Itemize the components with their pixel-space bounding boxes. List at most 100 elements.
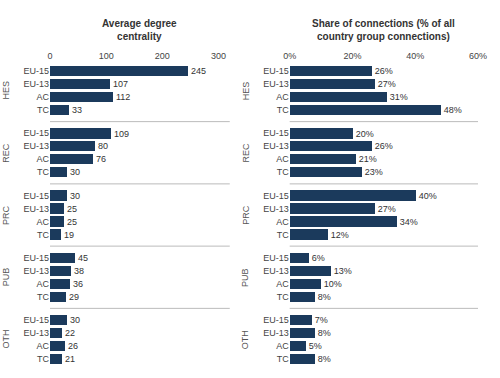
svg-text:EU-15: EU-15 xyxy=(23,66,49,76)
svg-text:PUB: PUB xyxy=(1,268,11,287)
svg-text:AC: AC xyxy=(276,341,289,351)
svg-text:Share of connections (% of all: Share of connections (% of allcountry gr… xyxy=(312,18,455,42)
svg-text:26: 26 xyxy=(68,341,78,351)
svg-text:EU-13: EU-13 xyxy=(23,328,49,338)
svg-text:TC: TC xyxy=(277,354,289,364)
svg-text:36: 36 xyxy=(73,279,83,289)
svg-text:REC: REC xyxy=(1,143,11,163)
svg-text:AC: AC xyxy=(36,217,49,227)
svg-text:EU-15: EU-15 xyxy=(23,315,49,325)
svg-text:30: 30 xyxy=(70,315,80,325)
svg-text:AC: AC xyxy=(276,154,289,164)
svg-text:21: 21 xyxy=(65,354,75,364)
svg-text:8%: 8% xyxy=(318,292,331,302)
svg-text:48%: 48% xyxy=(444,105,462,115)
svg-text:EU-13: EU-13 xyxy=(263,328,289,338)
svg-text:0%: 0% xyxy=(283,51,296,61)
svg-text:EU-13: EU-13 xyxy=(263,141,289,151)
svg-text:22: 22 xyxy=(65,328,75,338)
svg-text:80: 80 xyxy=(98,141,108,151)
svg-text:21%: 21% xyxy=(359,154,377,164)
svg-text:40%: 40% xyxy=(406,51,424,61)
svg-text:TC: TC xyxy=(277,230,289,240)
svg-text:27%: 27% xyxy=(378,204,396,214)
svg-text:EU-15: EU-15 xyxy=(263,191,289,201)
svg-text:EU-15: EU-15 xyxy=(263,66,289,76)
svg-text:AC: AC xyxy=(36,92,49,102)
svg-text:45: 45 xyxy=(78,253,88,263)
svg-text:33: 33 xyxy=(72,105,82,115)
svg-text:HES: HES xyxy=(1,81,11,100)
svg-text:PRC: PRC xyxy=(241,205,251,225)
svg-text:76: 76 xyxy=(96,154,106,164)
svg-text:EU-13: EU-13 xyxy=(263,266,289,276)
svg-text:TC: TC xyxy=(37,354,49,364)
svg-text:300: 300 xyxy=(211,51,226,61)
svg-text:40%: 40% xyxy=(419,191,437,201)
svg-text:60%: 60% xyxy=(469,51,487,61)
svg-text:31%: 31% xyxy=(390,92,408,102)
svg-text:6%: 6% xyxy=(312,253,325,263)
svg-text:AC: AC xyxy=(36,279,49,289)
svg-text:TC: TC xyxy=(277,105,289,115)
svg-text:109: 109 xyxy=(114,129,129,139)
svg-text:PRC: PRC xyxy=(1,205,11,225)
svg-text:EU-13: EU-13 xyxy=(263,79,289,89)
svg-text:EU-13: EU-13 xyxy=(23,204,49,214)
svg-text:112: 112 xyxy=(116,92,130,102)
svg-text:REC: REC xyxy=(241,143,251,163)
svg-text:TC: TC xyxy=(37,230,49,240)
svg-text:EU-15: EU-15 xyxy=(263,128,289,138)
svg-text:20%: 20% xyxy=(356,129,374,139)
svg-text:34%: 34% xyxy=(400,217,418,227)
svg-text:AC: AC xyxy=(36,341,49,351)
svg-text:7%: 7% xyxy=(315,315,328,325)
svg-text:30: 30 xyxy=(70,167,80,177)
svg-text:EU-15: EU-15 xyxy=(23,253,49,263)
svg-text:5%: 5% xyxy=(309,341,322,351)
svg-text:245: 245 xyxy=(191,66,206,76)
svg-text:EU-15: EU-15 xyxy=(23,191,49,201)
svg-text:EU-13: EU-13 xyxy=(23,79,49,89)
svg-text:OTH: OTH xyxy=(1,329,11,348)
svg-text:26%: 26% xyxy=(375,141,393,151)
svg-text:EU-15: EU-15 xyxy=(263,315,289,325)
svg-text:PUB: PUB xyxy=(240,268,250,287)
svg-text:10%: 10% xyxy=(324,279,342,289)
svg-text:25: 25 xyxy=(67,217,77,227)
svg-text:0: 0 xyxy=(47,51,52,61)
svg-text:EU-13: EU-13 xyxy=(23,141,49,151)
svg-text:27%: 27% xyxy=(378,79,396,89)
svg-text:Average degreecentrality: Average degreecentrality xyxy=(102,18,177,42)
svg-text:OTH: OTH xyxy=(240,330,250,349)
svg-text:26%: 26% xyxy=(375,66,393,76)
svg-text:23%: 23% xyxy=(365,167,383,177)
svg-text:8%: 8% xyxy=(318,328,331,338)
svg-text:AC: AC xyxy=(276,92,289,102)
svg-text:13%: 13% xyxy=(334,266,352,276)
svg-text:107: 107 xyxy=(113,79,128,89)
svg-text:38: 38 xyxy=(74,266,84,276)
svg-text:8%: 8% xyxy=(318,354,331,364)
svg-text:HES: HES xyxy=(241,82,251,101)
svg-text:TC: TC xyxy=(277,292,289,302)
svg-text:AC: AC xyxy=(276,279,289,289)
svg-text:19: 19 xyxy=(64,230,74,240)
svg-text:29: 29 xyxy=(69,292,79,302)
svg-text:EU-15: EU-15 xyxy=(263,253,289,263)
svg-text:TC: TC xyxy=(37,105,49,115)
svg-text:EU-15: EU-15 xyxy=(23,128,49,138)
svg-text:TC: TC xyxy=(37,167,49,177)
svg-text:TC: TC xyxy=(277,167,289,177)
svg-text:25: 25 xyxy=(67,204,77,214)
svg-text:200: 200 xyxy=(155,51,170,61)
svg-text:30: 30 xyxy=(70,191,80,201)
svg-text:100: 100 xyxy=(99,51,114,61)
svg-text:EU-13: EU-13 xyxy=(23,266,49,276)
svg-text:AC: AC xyxy=(276,217,289,227)
svg-text:TC: TC xyxy=(37,292,49,302)
svg-text:20%: 20% xyxy=(343,51,361,61)
svg-text:EU-13: EU-13 xyxy=(263,204,289,214)
svg-text:12%: 12% xyxy=(331,230,349,240)
svg-text:AC: AC xyxy=(36,154,49,164)
